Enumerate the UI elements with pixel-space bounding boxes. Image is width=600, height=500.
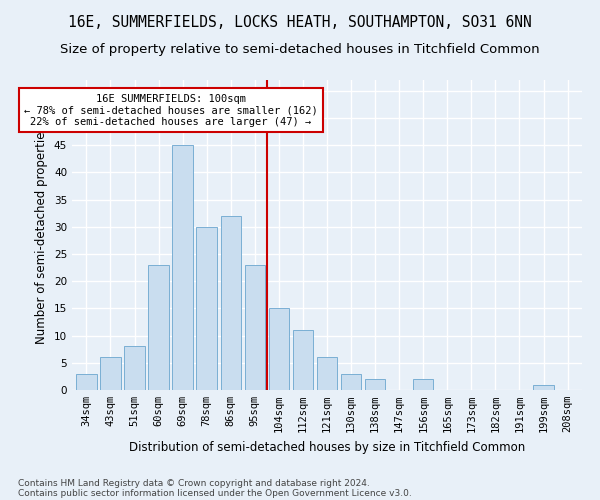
Text: 16E SUMMERFIELDS: 100sqm
← 78% of semi-detached houses are smaller (162)
22% of : 16E SUMMERFIELDS: 100sqm ← 78% of semi-d… xyxy=(24,94,317,127)
Text: Contains HM Land Registry data © Crown copyright and database right 2024.: Contains HM Land Registry data © Crown c… xyxy=(18,478,370,488)
Bar xyxy=(293,330,313,390)
Bar xyxy=(245,265,265,390)
Bar xyxy=(196,227,217,390)
X-axis label: Distribution of semi-detached houses by size in Titchfield Common: Distribution of semi-detached houses by … xyxy=(129,440,525,454)
Text: Contains public sector information licensed under the Open Government Licence v3: Contains public sector information licen… xyxy=(18,488,412,498)
Bar xyxy=(221,216,241,390)
Text: Size of property relative to semi-detached houses in Titchfield Common: Size of property relative to semi-detach… xyxy=(60,42,540,56)
Text: 16E, SUMMERFIELDS, LOCKS HEATH, SOUTHAMPTON, SO31 6NN: 16E, SUMMERFIELDS, LOCKS HEATH, SOUTHAMP… xyxy=(68,15,532,30)
Bar xyxy=(100,358,121,390)
Bar xyxy=(172,146,193,390)
Bar xyxy=(76,374,97,390)
Bar xyxy=(365,379,385,390)
Y-axis label: Number of semi-detached properties: Number of semi-detached properties xyxy=(35,126,49,344)
Bar xyxy=(413,379,433,390)
Bar xyxy=(317,358,337,390)
Bar xyxy=(341,374,361,390)
Bar xyxy=(269,308,289,390)
Bar xyxy=(124,346,145,390)
Bar xyxy=(533,384,554,390)
Bar xyxy=(148,265,169,390)
